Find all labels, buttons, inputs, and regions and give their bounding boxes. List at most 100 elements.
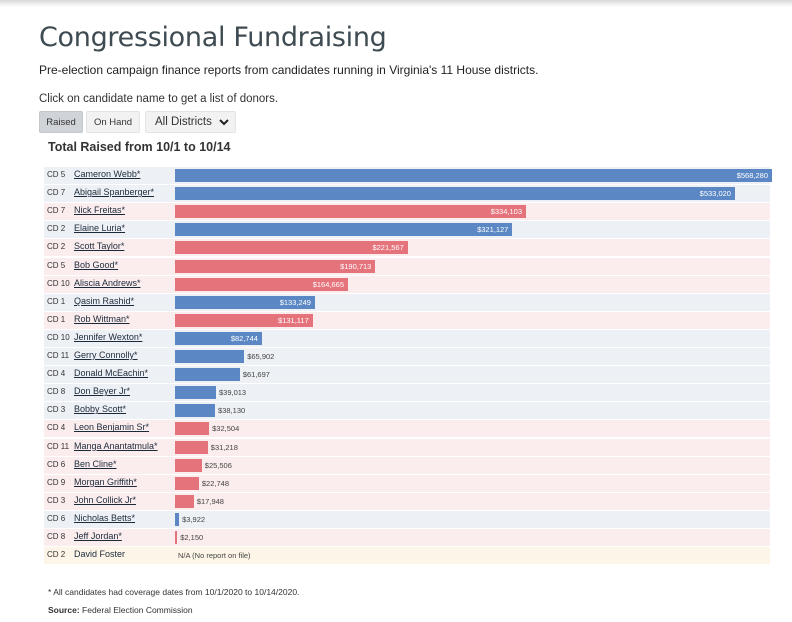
bar xyxy=(175,476,199,490)
district-label: CD 2 xyxy=(47,242,66,252)
bar xyxy=(175,205,526,219)
top-shadow xyxy=(0,0,792,7)
chart-row: CD 9 Morgan Griffith* $22,748 xyxy=(44,474,770,492)
district-label: CD 3 xyxy=(47,495,66,505)
value-label: $25,506 xyxy=(204,460,232,470)
value-label: $334,103 xyxy=(490,207,522,217)
candidate-link[interactable]: Jeff Jordan* xyxy=(74,531,122,541)
value-label: $31,218 xyxy=(210,442,238,452)
candidate-link[interactable]: Qasim Rashid* xyxy=(74,295,135,306)
chart-row: CD 10 Aliscia Andrews* $164,665 xyxy=(44,275,770,293)
chart-row: CD 11 Manga Anantatmula* $31,218 xyxy=(44,438,770,456)
bar xyxy=(175,368,240,382)
page-title: Congressional Fundraising xyxy=(39,22,387,53)
chart-row: CD 2 Scott Taylor* $221,567 xyxy=(44,239,770,257)
district-label: CD 3 xyxy=(47,405,66,415)
district-label: CD 4 xyxy=(47,369,66,379)
chart-row: CD 1 Qasim Rashid* $133,249 xyxy=(44,293,770,311)
candidate-link[interactable]: Abigail Spanberger* xyxy=(74,187,155,198)
chart-row: CD 2 David Foster N/A (No report on file) xyxy=(44,547,770,565)
bar xyxy=(175,241,408,255)
bar xyxy=(175,512,180,526)
candidate-link[interactable]: Donald McEachin* xyxy=(74,368,149,379)
value-label: $61,697 xyxy=(242,370,270,380)
district-label: CD 10 xyxy=(47,332,70,342)
chevron-down-icon xyxy=(219,119,229,126)
district-label: CD 8 xyxy=(47,387,66,397)
instruction-text: Click on candidate name to get a list of… xyxy=(39,93,279,105)
bar xyxy=(175,458,202,472)
page-subtitle: Pre-election campaign finance reports fr… xyxy=(39,63,539,77)
candidate-link[interactable]: Morgan Griffith* xyxy=(74,476,137,487)
chart-row: CD 5 Bob Good* $190,713 xyxy=(44,257,770,275)
bar xyxy=(175,350,245,363)
district-label: CD 7 xyxy=(47,206,66,216)
candidate-link[interactable]: Nick Freitas* xyxy=(74,205,126,216)
candidate-link[interactable]: Jennifer Wexton* xyxy=(74,331,143,342)
district-label: CD 11 xyxy=(47,441,70,451)
value-label: $39,013 xyxy=(218,388,247,398)
chart-row: CD 7 Abigail Spanberger* $533,020 xyxy=(44,185,770,203)
candidate-link[interactable]: Bobby Scott* xyxy=(74,404,127,415)
bar xyxy=(175,440,208,454)
chart-row: CD 6 Nicholas Betts* $3,922 xyxy=(44,510,770,528)
chart-row: CD 5 Cameron Webb* $568,280 xyxy=(44,167,772,184)
source-line: Source: Federal Election Commission xyxy=(48,605,193,615)
value-label: $321,127 xyxy=(477,225,509,235)
candidate-link[interactable]: Elaine Luria* xyxy=(74,223,126,234)
bar xyxy=(175,187,735,201)
chart-row: CD 7 Nick Freitas* $334,103 xyxy=(44,203,770,221)
value-label: $131,117 xyxy=(278,315,309,325)
value-label: $65,902 xyxy=(247,352,275,361)
raised-button[interactable]: Raised xyxy=(39,111,83,133)
candidate-link[interactable]: Don Beyer Jr* xyxy=(74,386,131,397)
district-label: CD 6 xyxy=(47,513,66,523)
bar xyxy=(175,277,348,291)
district-label: CD 1 xyxy=(47,296,66,306)
district-label: CD 7 xyxy=(47,188,66,198)
value-label: $22,748 xyxy=(201,478,230,488)
candidate-link[interactable]: Leon Benjamin Sr* xyxy=(74,422,150,433)
candidate-link[interactable]: John Collick Jr* xyxy=(74,494,137,505)
value-label: $164,665 xyxy=(312,279,344,289)
candidate-link[interactable]: Bob Good* xyxy=(74,259,119,270)
value-label: $133,249 xyxy=(279,297,311,307)
bar xyxy=(175,259,376,273)
bar xyxy=(175,313,313,327)
district-label: CD 6 xyxy=(47,459,66,469)
candidate-link[interactable]: Scott Taylor* xyxy=(74,241,125,252)
district-label: CD 9 xyxy=(47,477,66,487)
bar xyxy=(175,422,210,436)
district-select[interactable]: All Districts xyxy=(145,111,236,133)
candidate-link[interactable]: Aliscia Andrews* xyxy=(74,277,141,288)
chart-row: CD 8 Don Beyer Jr* $39,013 xyxy=(44,384,770,402)
district-label: CD 5 xyxy=(47,170,66,179)
bar xyxy=(175,223,513,237)
value-label: $2,150 xyxy=(180,533,204,542)
source-label: Source: xyxy=(48,605,80,615)
candidate-link[interactable]: Gerry Connolly* xyxy=(74,350,138,360)
chart-row: CD 1 Rob Wittman* $131,117 xyxy=(44,311,770,329)
district-label: CD 4 xyxy=(47,423,66,433)
footnote: * All candidates had coverage dates from… xyxy=(48,587,300,597)
bar xyxy=(175,404,216,418)
chart-row: CD 10 Jennifer Wexton* $82,744 xyxy=(44,329,770,347)
candidate-link[interactable]: Rob Wittman* xyxy=(74,313,130,324)
candidate-link[interactable]: Nicholas Betts* xyxy=(74,512,136,523)
candidate-link[interactable]: Ben Cline* xyxy=(74,458,117,469)
chart-row: CD 8 Jeff Jordan* $2,150 xyxy=(44,529,770,546)
value-label: $38,130 xyxy=(218,406,246,416)
bar xyxy=(175,331,262,345)
district-label: CD 8 xyxy=(47,532,66,541)
candidate-link[interactable]: Manga Anantatmula* xyxy=(74,440,158,451)
district-label: CD 2 xyxy=(47,224,66,234)
district-label: CD 10 xyxy=(47,278,70,288)
chart-row: CD 4 Donald McEachin* $61,697 xyxy=(44,366,770,384)
candidate-link[interactable]: Cameron Webb* xyxy=(74,169,141,179)
on-hand-button[interactable]: On Hand xyxy=(86,111,140,133)
chart-title: Total Raised from 10/1 to 10/14 xyxy=(48,140,231,154)
value-label: $568,280 xyxy=(736,171,768,180)
value-label: $3,922 xyxy=(182,514,206,524)
bar xyxy=(175,386,216,400)
chart-row: CD 3 John Collick Jr* $17,948 xyxy=(44,492,770,510)
